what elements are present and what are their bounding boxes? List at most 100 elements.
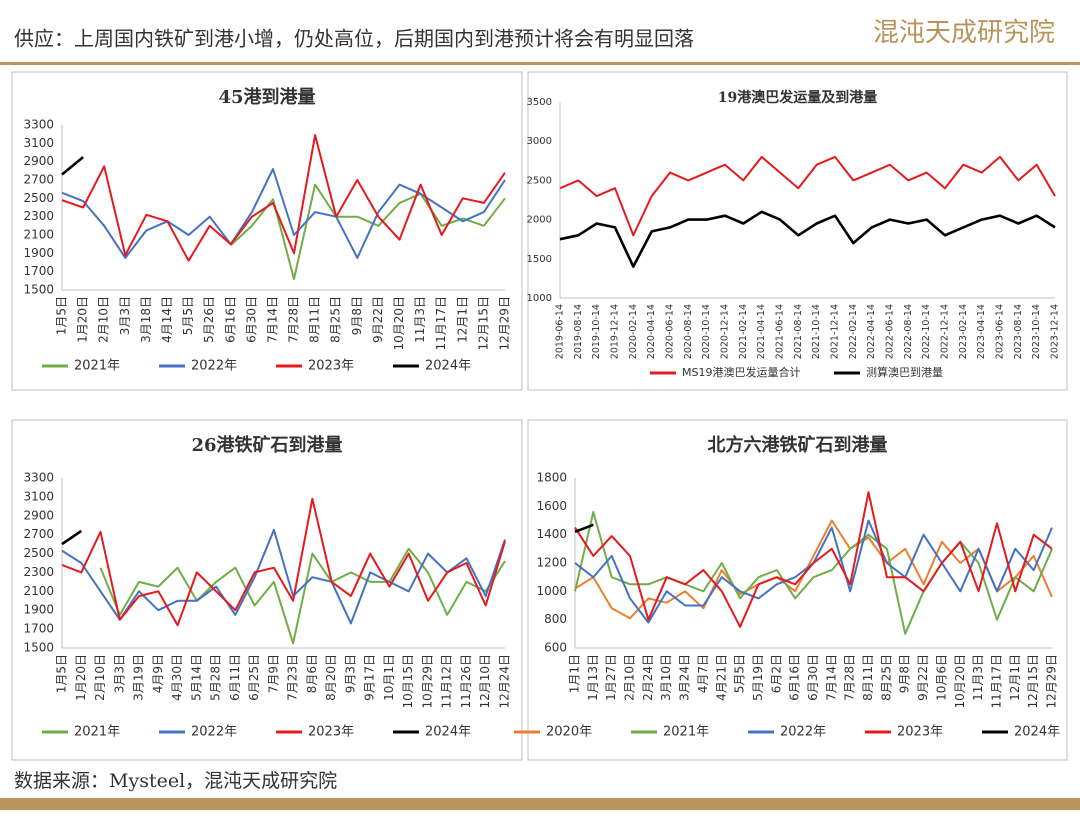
x-tick-label: 8月20日: [324, 654, 338, 701]
x-tick-label: 1月27日: [604, 654, 618, 701]
legend-label: 2024年: [425, 359, 471, 374]
y-tick-label: 1700: [23, 622, 54, 636]
y-tick-label: 1600: [536, 499, 567, 513]
x-tick-label: 2021-08-14: [793, 304, 804, 359]
x-tick-label: 5月5日: [733, 654, 747, 693]
x-tick-label: 7月9日: [266, 654, 280, 693]
legend-label: 2023年: [897, 725, 943, 740]
y-tick-label: 1000: [536, 584, 567, 598]
header-rule: [0, 62, 1080, 65]
legend-label: 2023年: [308, 725, 354, 740]
series-line: [61, 156, 84, 176]
x-tick-label: 2021-02-14: [738, 304, 749, 359]
legend-label: 2021年: [74, 725, 120, 740]
y-tick-label: 600: [544, 641, 567, 655]
x-tick-label: 2019-06-14: [555, 304, 566, 359]
y-tick-label: 2300: [23, 209, 54, 223]
x-tick-label: 9月8日: [350, 296, 364, 335]
x-tick-label: 10月29日: [420, 654, 434, 709]
y-tick-label: 800: [544, 612, 567, 626]
x-tick-label: 1月13日: [586, 654, 600, 701]
x-tick-label: 9月22日: [371, 296, 385, 343]
x-tick-label: 9月22日: [916, 654, 930, 701]
chart-title: 26港铁矿石到港量: [191, 434, 342, 456]
x-tick-label: 4月30日: [170, 654, 184, 701]
x-tick-label: 11月12日: [440, 654, 454, 709]
legend-label: 2022年: [780, 725, 826, 740]
x-tick-label: 9月8日: [898, 654, 912, 693]
x-tick-label: 6月30日: [244, 296, 258, 343]
x-tick-label: 1月5日: [55, 296, 69, 335]
y-tick-label: 1900: [23, 603, 54, 617]
x-tick-label: 2月10日: [623, 654, 637, 701]
y-tick-label: 3100: [23, 136, 54, 150]
legend-label: MS19港澳巴发运量合计: [682, 365, 800, 379]
series-line: [574, 519, 1053, 620]
panel-border: [527, 419, 1068, 761]
heading: 供应：上周国内铁矿到港小增，仍处高位，后期国内到港预计将会有明显回落: [14, 27, 694, 51]
x-tick-label: 2020-08-14: [683, 304, 694, 359]
series-line: [559, 155, 1056, 237]
y-tick-label: 2500: [23, 191, 54, 205]
x-tick-label: 9月17日: [363, 654, 377, 701]
x-tick-label: 3月19日: [132, 654, 146, 701]
y-tick-label: 2700: [23, 527, 54, 541]
series-line: [574, 511, 1053, 635]
x-tick-label: 2022-06-14: [885, 304, 896, 359]
chart-title: 北方六港铁矿石到港量: [708, 434, 888, 456]
x-tick-label: 5月19日: [751, 654, 765, 701]
x-tick-label: 7月28日: [287, 296, 301, 343]
x-tick-label: 2月24日: [641, 654, 655, 701]
x-tick-label: 11月3日: [971, 654, 985, 701]
x-tick-label: 2020-02-14: [628, 304, 639, 359]
series-line: [61, 168, 506, 259]
y-tick-label: 2500: [23, 546, 54, 560]
chart-panel: 19港澳巴发运量及到港量 1000 1500 2000 2500 3000 3500 2019…: [527, 71, 1068, 391]
x-tick-label: 8月25日: [329, 296, 343, 343]
legend-label: 2020年: [546, 725, 592, 740]
legend-label: 2021年: [663, 725, 709, 740]
x-tick-label: 1月1日: [568, 654, 582, 693]
x-tick-label: 11月17日: [989, 654, 1003, 709]
y-tick-label: 2900: [23, 508, 54, 522]
y-tick-label: 1400: [536, 527, 567, 541]
x-tick-label: 7月28日: [843, 654, 857, 701]
x-tick-label: 2020-12-14: [720, 304, 731, 359]
chart-panel: 北方六港铁矿石到港量 600 800 1000 1200 1400 1600 1800 1月1日…: [514, 419, 1068, 761]
x-tick-label: 2021-10-14: [811, 304, 822, 359]
legend-label: 测算澳巴到港量: [866, 365, 943, 379]
y-tick-label: 1700: [23, 264, 54, 278]
y-tick-label: 1500: [23, 283, 54, 297]
y-tick-label: 1500: [527, 254, 552, 265]
x-tick-label: 6月2日: [769, 654, 783, 693]
x-tick-label: 8月6日: [305, 654, 319, 693]
y-tick-label: 2700: [23, 173, 54, 187]
series-line: [574, 523, 594, 534]
x-tick-label: 4月21日: [714, 654, 728, 701]
x-tick-label: 5月26日: [202, 296, 216, 343]
y-tick-label: 3500: [527, 97, 552, 108]
x-tick-label: 2月10日: [93, 654, 107, 701]
x-tick-label: 7月14日: [824, 654, 838, 701]
x-tick-label: 6月16日: [788, 654, 802, 701]
x-tick-label: 3月24日: [678, 654, 692, 701]
x-tick-label: 3月10日: [659, 654, 673, 701]
x-tick-label: 2021-12-14: [830, 304, 841, 359]
series-line: [574, 491, 1053, 628]
y-tick-label: 3300: [23, 118, 54, 132]
x-tick-label: 8月11日: [861, 654, 875, 701]
x-tick-label: 2023-06-14: [995, 304, 1006, 359]
x-tick-label: 2022-08-14: [903, 304, 914, 359]
x-tick-label: 10月20日: [392, 296, 406, 351]
legend-label: 2024年: [1014, 725, 1060, 740]
y-tick-label: 1000: [527, 293, 552, 304]
y-tick-label: 1200: [536, 556, 567, 570]
chart-panel: 45港到港量 1500 1700 1900 2100 2300 2500 2700 2900 31…: [11, 71, 523, 391]
x-tick-label: 2019-10-14: [591, 304, 602, 359]
x-tick-label: 2020-04-14: [646, 304, 657, 359]
x-tick-label: 11月17日: [434, 296, 448, 351]
x-tick-label: 1月20日: [74, 654, 88, 701]
x-tick-label: 2023-04-14: [976, 304, 987, 359]
x-tick-label: 10月6日: [934, 654, 948, 701]
